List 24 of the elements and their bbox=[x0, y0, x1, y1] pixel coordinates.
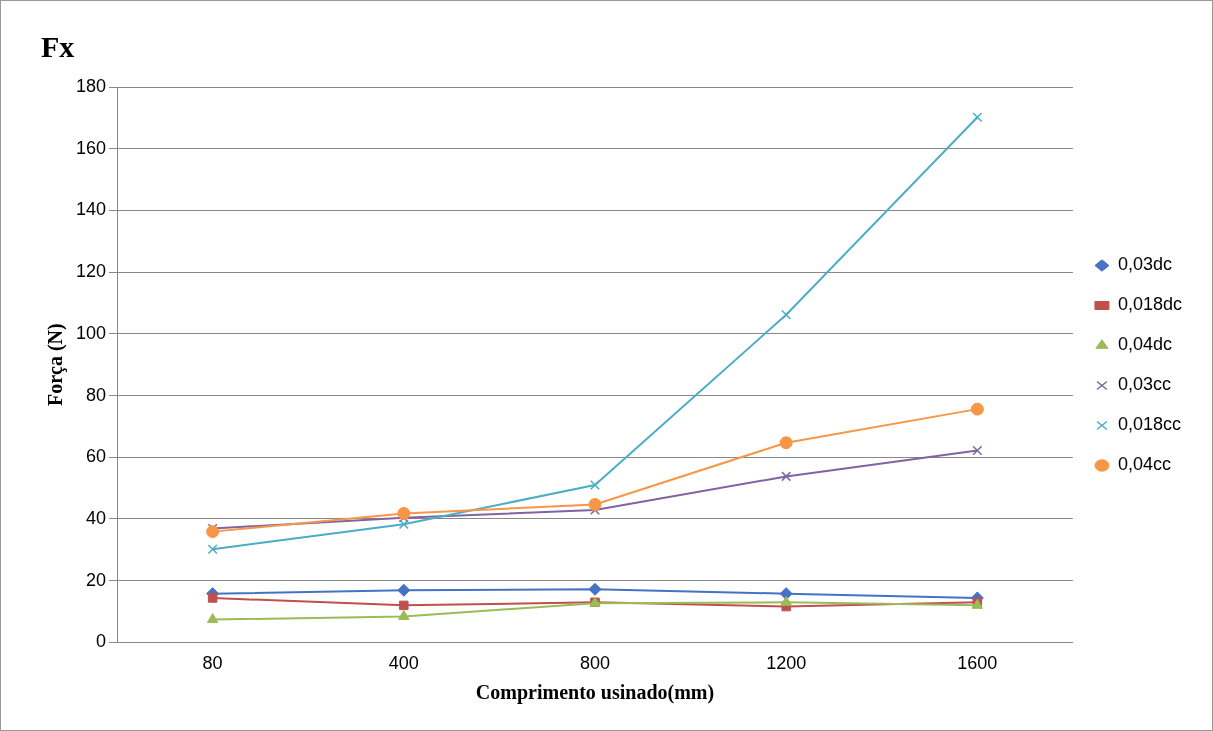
x-tick-label: 400 bbox=[388, 653, 419, 674]
legend-label: 0,04cc bbox=[1117, 454, 1171, 475]
y-tick-label: 60 bbox=[86, 446, 107, 467]
legend-label: 0,03cc bbox=[1117, 374, 1171, 395]
y-tick-label: 100 bbox=[75, 322, 107, 343]
x-tick-label: 1600 bbox=[957, 653, 998, 674]
legend-label: 0,04dc bbox=[1117, 334, 1172, 355]
y-tick-label: 120 bbox=[75, 261, 107, 282]
legend-label: 0,018dc bbox=[1117, 294, 1183, 315]
legend-label: 0,03dc bbox=[1117, 254, 1172, 275]
x-tick-label: 1200 bbox=[766, 653, 807, 674]
chart-title: Fx bbox=[41, 29, 75, 63]
x-axis-title: Comprimento usinado(mm) bbox=[475, 681, 715, 705]
y-tick-label: 40 bbox=[86, 507, 107, 528]
y-tick-label: 0 bbox=[96, 631, 107, 652]
legend-label: 0,018cc bbox=[1117, 414, 1181, 435]
y-axis-title: Força (N) bbox=[44, 323, 68, 407]
y-tick-label: 20 bbox=[86, 569, 107, 590]
y-tick-label: 80 bbox=[86, 384, 107, 405]
x-tick-label: 800 bbox=[579, 653, 611, 674]
y-tick-label: 180 bbox=[75, 75, 107, 96]
x-tick-label: 80 bbox=[202, 653, 223, 674]
y-tick-label: 160 bbox=[75, 137, 107, 158]
y-tick-label: 140 bbox=[75, 199, 107, 220]
